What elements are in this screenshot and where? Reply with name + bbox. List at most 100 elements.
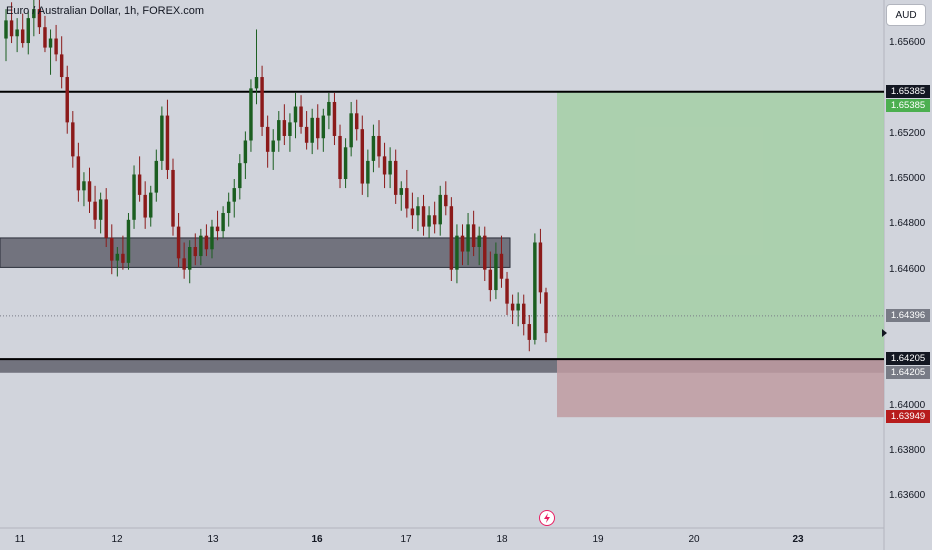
time-axis-label: 12 bbox=[111, 534, 123, 545]
candle-body bbox=[410, 208, 415, 216]
candle-body bbox=[98, 199, 103, 220]
candle-body bbox=[354, 113, 359, 130]
candle-body bbox=[299, 106, 303, 127]
candle-body bbox=[43, 27, 47, 48]
time-axis-label: 18 bbox=[496, 534, 508, 545]
time-axis-label: 11 bbox=[14, 534, 26, 545]
candle-body bbox=[449, 206, 454, 270]
candle-body bbox=[226, 201, 231, 214]
candle-body bbox=[71, 122, 75, 157]
candle-body bbox=[121, 253, 125, 263]
price-tag-grey: 1.64396 bbox=[886, 308, 930, 322]
price-tag-black: 1.64205 bbox=[886, 352, 930, 366]
candle-body bbox=[165, 115, 170, 170]
candle-body bbox=[93, 201, 97, 220]
candle-body bbox=[82, 181, 86, 191]
candle-body bbox=[26, 18, 30, 44]
candle-body bbox=[393, 160, 398, 195]
candle-body bbox=[544, 292, 548, 334]
candle-body bbox=[293, 106, 298, 123]
candle-body bbox=[160, 115, 164, 161]
scroll-right-icon[interactable] bbox=[882, 329, 887, 337]
candle-body bbox=[288, 122, 292, 136]
candle-body bbox=[210, 226, 214, 250]
candle-body bbox=[271, 140, 275, 152]
candle-body bbox=[516, 303, 520, 311]
candle-body bbox=[110, 237, 114, 261]
candle-body bbox=[338, 135, 342, 180]
price-axis-tick: 1.64600 bbox=[889, 263, 926, 275]
candle-body bbox=[460, 235, 465, 252]
candle-body bbox=[176, 226, 181, 259]
candle-body bbox=[416, 206, 420, 216]
candle-body bbox=[221, 213, 225, 232]
candle-body bbox=[427, 215, 431, 227]
candle-body bbox=[154, 160, 159, 193]
candle-body bbox=[522, 303, 526, 325]
price-tag-black: 1.65385 bbox=[886, 84, 930, 98]
candle-body bbox=[143, 194, 147, 218]
price-axis-tick: 1.64000 bbox=[889, 399, 926, 411]
candle-body bbox=[377, 135, 381, 157]
candle-body bbox=[87, 181, 92, 202]
candle-body bbox=[48, 38, 53, 48]
price-axis-tick: 1.63600 bbox=[889, 490, 926, 502]
candle-body bbox=[388, 160, 392, 175]
candle-body bbox=[321, 115, 326, 139]
price-tag-grey: 1.64205 bbox=[886, 366, 930, 380]
currency-button[interactable]: AUD bbox=[886, 4, 926, 26]
candle-body bbox=[137, 174, 142, 195]
candle-body bbox=[215, 226, 220, 232]
price-axis-tick: 1.65000 bbox=[889, 173, 926, 185]
price-tag-red: 1.63949 bbox=[886, 410, 930, 424]
price-axis-tick: 1.64800 bbox=[889, 218, 926, 230]
candle-body bbox=[444, 194, 448, 207]
candle-body bbox=[238, 163, 242, 189]
candle-body bbox=[104, 199, 108, 238]
candle-body bbox=[382, 156, 387, 175]
candle-body bbox=[343, 147, 348, 180]
candle-body bbox=[20, 29, 25, 44]
time-axis-label: 19 bbox=[592, 534, 604, 545]
candle-body bbox=[538, 242, 543, 293]
candle-body bbox=[15, 29, 19, 37]
profit-target-zone bbox=[557, 91, 884, 360]
candle-body bbox=[65, 77, 69, 123]
candle-body bbox=[204, 235, 209, 250]
candle-body bbox=[132, 174, 136, 220]
candle-body bbox=[243, 140, 248, 164]
candle-body bbox=[254, 77, 259, 89]
candle-body bbox=[59, 54, 64, 78]
candle-body bbox=[54, 38, 58, 55]
candle-body bbox=[304, 126, 309, 143]
candle-body bbox=[115, 253, 120, 261]
candle-body bbox=[399, 188, 403, 195]
candle-body bbox=[199, 235, 203, 257]
candle-body bbox=[149, 192, 153, 218]
candle-body bbox=[471, 224, 476, 248]
candle-body bbox=[171, 169, 175, 227]
candle-body bbox=[432, 215, 437, 225]
candle-body bbox=[249, 88, 253, 141]
candle-body bbox=[316, 117, 320, 139]
candle-body bbox=[277, 120, 281, 141]
candle-body bbox=[260, 77, 264, 127]
candle-body bbox=[4, 20, 8, 39]
lightning-icon[interactable] bbox=[539, 510, 555, 526]
time-axis-label: 13 bbox=[207, 534, 219, 545]
candle-body bbox=[327, 101, 331, 116]
candle-body bbox=[455, 235, 459, 270]
candle-body bbox=[366, 160, 370, 184]
candle-body bbox=[483, 235, 487, 270]
candle-body bbox=[421, 206, 426, 227]
candle-body bbox=[371, 135, 376, 161]
candle-body bbox=[466, 224, 470, 252]
candle-body bbox=[187, 247, 192, 270]
price-axis-tick: 1.63800 bbox=[889, 444, 926, 456]
candle-body bbox=[193, 247, 198, 257]
stop-loss-zone bbox=[557, 359, 884, 418]
time-axis-label: 17 bbox=[400, 534, 412, 545]
demand-zone bbox=[0, 237, 511, 268]
